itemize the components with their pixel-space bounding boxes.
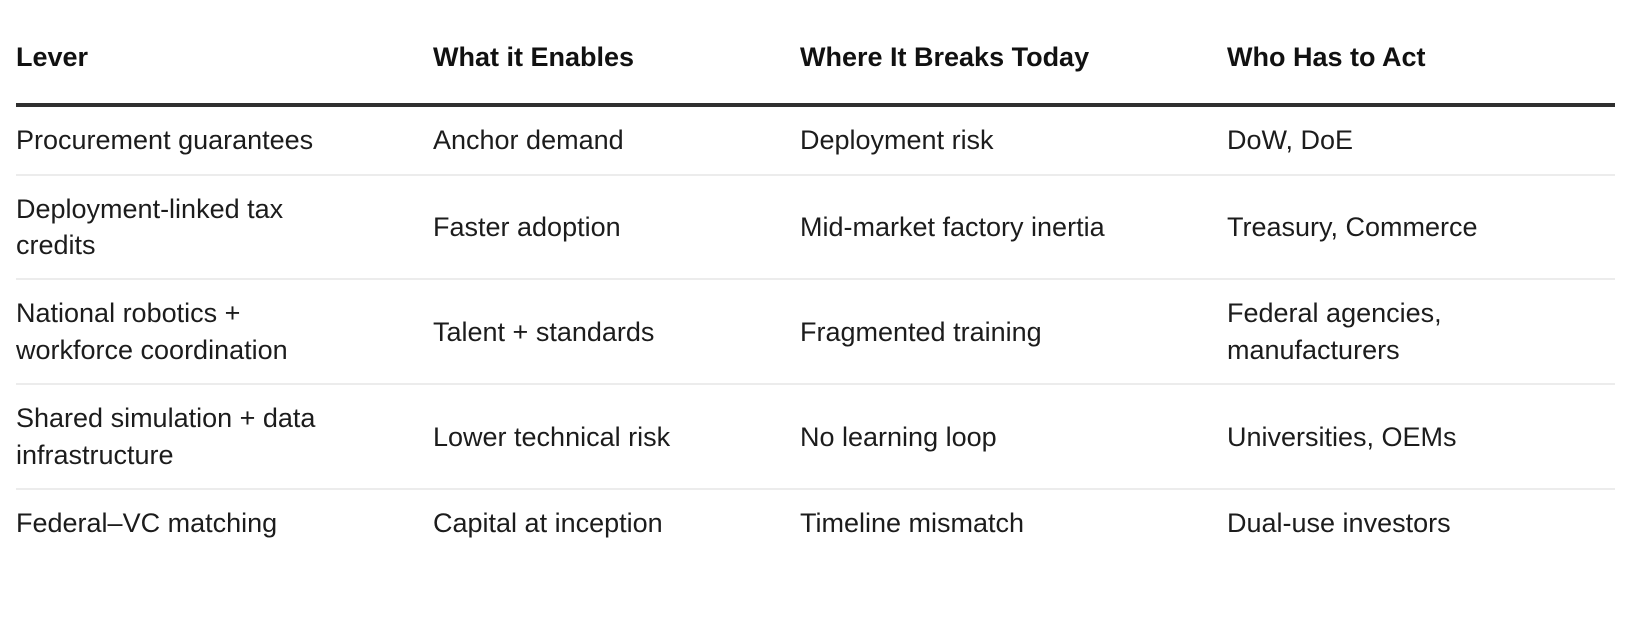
cell-enables: Anchor demand: [433, 105, 800, 176]
cell-breaks: Deployment risk: [800, 105, 1227, 176]
table-row-shared-simulation-data: Shared simulation + data infrastructure …: [16, 384, 1615, 491]
policy-levers-table: Lever What it Enables Where It Breaks To…: [16, 20, 1615, 582]
cell-enables: Talent + standards: [433, 279, 800, 386]
cell-actor: Universities, OEMs: [1227, 384, 1615, 491]
table-row-federal-vc-matching: Federal–VC matching Capital at inception…: [16, 489, 1615, 581]
cell-actor: Federal agencies, manufacturers: [1227, 279, 1615, 386]
table-row-procurement-guarantees: Procurement guarantees Anchor demand Dep…: [16, 105, 1615, 176]
column-header-where-it-breaks-today: Where It Breaks Today: [800, 20, 1227, 108]
table-row-national-robotics-workforce: National robotics + workforce coordinati…: [16, 279, 1615, 386]
cell-lever: Procurement guarantees: [16, 105, 433, 176]
cell-lever: Shared simulation + data infrastructure: [16, 384, 433, 491]
cell-actor: DoW, DoE: [1227, 105, 1615, 176]
cell-lever: National robotics + workforce coordinati…: [16, 279, 433, 386]
table-row-deployment-linked-tax-credits: Deployment-linked tax credits Faster ado…: [16, 174, 1615, 281]
cell-enables: Capital at inception: [433, 508, 663, 539]
header-row: Lever What it Enables Where It Breaks To…: [16, 20, 1615, 108]
cell-breaks: Timeline mismatch: [800, 508, 1025, 539]
column-header-lever: Lever: [16, 20, 433, 108]
cell-actor: Dual-use investors: [1227, 508, 1451, 539]
cell-enables: Lower technical risk: [433, 384, 800, 491]
cell-lever: Federal–VC matching: [16, 508, 278, 539]
cell-enables: Faster adoption: [433, 174, 800, 281]
cell-lever: Deployment-linked tax credits: [16, 174, 433, 281]
column-header-what-it-enables: What it Enables: [433, 20, 800, 108]
cell-actor: Treasury, Commerce: [1227, 174, 1615, 281]
cell-breaks: Fragmented training: [800, 279, 1227, 386]
column-header-who-has-to-act: Who Has to Act: [1227, 20, 1615, 108]
cell-breaks: Mid-market factory inertia: [800, 174, 1227, 281]
cell-breaks: No learning loop: [800, 384, 1227, 491]
